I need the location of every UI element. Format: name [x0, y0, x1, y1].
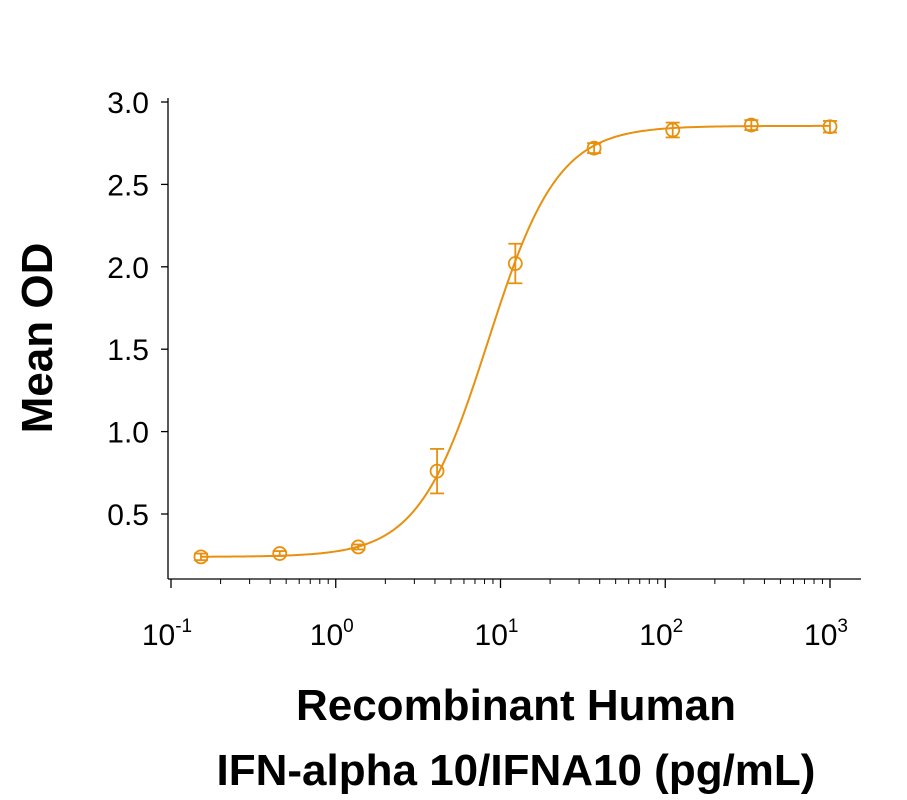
data-marker: [586, 140, 602, 156]
data-marker: [350, 539, 366, 555]
y-axis-ticks: 0.5 1.0 1.5 2.0 2.5 3.0: [107, 87, 168, 532]
x-axis-title-line-2: IFN-alpha 10/IFNA10 (pg/mL): [217, 746, 816, 795]
plot-area: 0.5 1.0 1.5 2.0 2.5 3.0 10-1 100 101 102 103: [107, 87, 861, 652]
data-point: [429, 448, 445, 495]
data-points: [193, 117, 838, 565]
y-axis-title: Mean OD: [13, 243, 62, 434]
x-axis-title-line-1: Recombinant Human: [296, 681, 736, 730]
data-point: [507, 242, 523, 285]
data-marker: [822, 119, 838, 135]
data-marker: [272, 546, 288, 561]
x-axis-ticks: 10-1 100 101 102 103: [142, 579, 848, 652]
data-marker: [507, 256, 523, 271]
data-point: [822, 119, 838, 135]
data-point: [350, 539, 366, 555]
x-tick-label: 103: [804, 616, 848, 652]
data-marker: [193, 549, 209, 565]
y-tick-label: 2.5: [107, 169, 149, 202]
data-point: [193, 549, 209, 565]
y-tick-label: 1.5: [107, 334, 149, 367]
data-point: [272, 546, 288, 561]
data-marker: [665, 122, 681, 138]
x-tick-label: 100: [310, 616, 354, 652]
x-tick-label: 102: [639, 616, 683, 652]
y-tick-label: 1.0: [107, 417, 149, 450]
data-point: [665, 121, 681, 139]
data-point: [743, 117, 759, 133]
data-point: [586, 140, 602, 156]
y-tick-label: 2.0: [107, 252, 149, 285]
data-marker: [743, 117, 759, 133]
x-tick-label: 101: [475, 616, 519, 652]
x-tick-label: 10-1: [142, 616, 192, 652]
data-marker: [429, 463, 445, 479]
y-tick-label: 3.0: [107, 87, 149, 120]
fit-curve-line: [200, 124, 830, 558]
y-tick-label: 0.5: [107, 499, 149, 532]
